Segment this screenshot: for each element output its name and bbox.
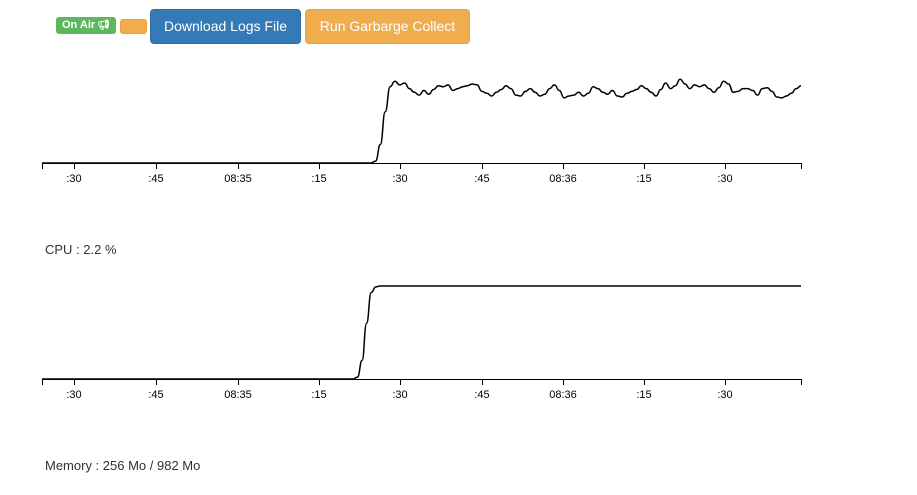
cpu-label: CPU : 2.2 % (45, 242, 117, 257)
megaphone-icon: 📢︎ (97, 20, 110, 31)
cpu-chart-svg: :30 :45 08:35 :15 :30 :45 08:36 :15 :30 (42, 78, 802, 185)
memory-label: Memory : 256 Mo / 982 Mo (45, 458, 201, 473)
x-tick-label: 08:35 (224, 389, 252, 401)
x-tick-label: :15 (311, 389, 326, 401)
x-tick-label: :45 (474, 173, 489, 185)
x-tick-label: 08:35 (224, 173, 252, 185)
x-tick-label: :45 (148, 173, 163, 185)
x-tick-label: :30 (717, 173, 732, 185)
x-tick-label: 08:36 (549, 173, 577, 185)
series-line (42, 285, 801, 380)
garbage-collect-button[interactable]: Run Garbarge Collect (305, 9, 470, 44)
status-badge-label: On Air (62, 19, 96, 31)
x-tick-label: :30 (392, 389, 407, 401)
download-logs-button[interactable]: Download Logs File (150, 9, 301, 44)
x-tick-label: :45 (474, 389, 489, 401)
x-tick-label: :30 (392, 173, 407, 185)
empty-warning-button[interactable] (120, 19, 147, 34)
x-tick-label: :15 (311, 173, 326, 185)
series-line (42, 78, 802, 164)
toolbar: On Air 📢︎ Download Logs File Run Garbarge… (0, 0, 917, 50)
x-tick-label: :15 (636, 389, 651, 401)
status-badge: On Air 📢︎ (56, 17, 116, 34)
cpu-chart: :30 :45 08:35 :15 :30 :45 08:36 :15 :30 (0, 60, 917, 195)
x-tick-label: 08:36 (549, 389, 577, 401)
x-tick-label: :30 (66, 173, 81, 185)
memory-chart: :30 :45 08:35 :15 :30 :45 08:36 :15 :30 (0, 276, 917, 411)
x-tick-label: :30 (717, 389, 732, 401)
x-tick-label: :45 (148, 389, 163, 401)
x-tick-label: :15 (636, 173, 651, 185)
x-tick-label: :30 (66, 389, 81, 401)
memory-chart-svg: :30 :45 08:35 :15 :30 :45 08:36 :15 :30 (42, 285, 802, 401)
